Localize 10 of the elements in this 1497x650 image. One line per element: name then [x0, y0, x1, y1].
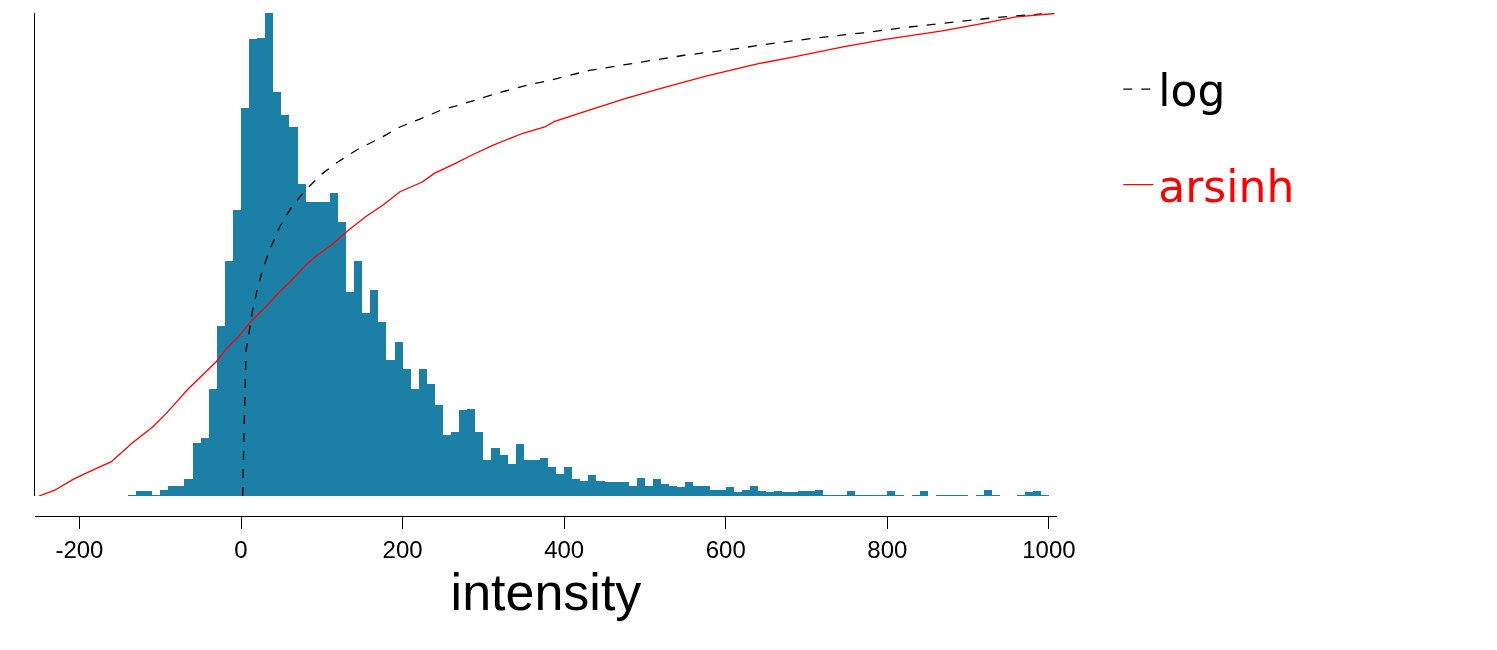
x-tick-label: -200	[55, 535, 104, 563]
legend-label: log	[1158, 65, 1226, 117]
x-tick-label: 0	[234, 535, 248, 563]
x-tick-label: 1000	[1022, 535, 1076, 563]
x-tick-label: 800	[867, 535, 908, 563]
x-tick-label: 200	[382, 535, 423, 563]
x-tick-label: 400	[544, 535, 585, 563]
legend-label: arsinh	[1158, 160, 1295, 212]
x-tick-label: 600	[705, 535, 746, 563]
x-axis-title: intensity	[450, 562, 642, 621]
